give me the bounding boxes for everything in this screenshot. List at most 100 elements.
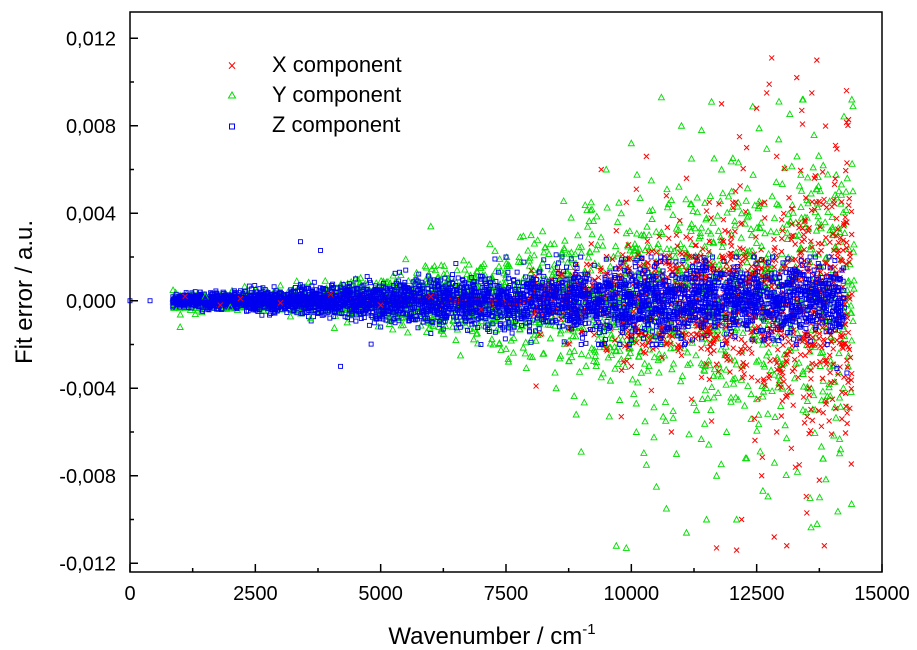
data-point (832, 170, 840, 178)
data-point (778, 235, 785, 242)
data-point (826, 418, 833, 424)
data-point (770, 458, 779, 466)
data-point (584, 351, 593, 359)
data-point (765, 341, 772, 348)
data-point (701, 198, 709, 206)
data-point (732, 228, 738, 235)
data-point (577, 248, 586, 256)
data-point (639, 341, 646, 348)
data-point (583, 206, 591, 214)
data-point (551, 368, 559, 376)
data-point (740, 165, 747, 172)
data-point (439, 329, 448, 337)
data-point (844, 364, 851, 370)
data-point (843, 174, 852, 182)
data-point (645, 362, 653, 369)
data-point (626, 246, 634, 254)
data-point (754, 377, 761, 384)
data-point (700, 419, 709, 427)
data-point (570, 392, 578, 399)
data-point (475, 282, 484, 290)
data-point (759, 392, 767, 400)
data-point (819, 161, 827, 169)
data-point (473, 267, 482, 275)
data-point (847, 499, 856, 507)
data-point (842, 206, 850, 213)
data-point (842, 390, 849, 397)
data-point (813, 519, 821, 527)
data-point (615, 396, 624, 403)
data-point (764, 409, 772, 417)
data-point (710, 365, 719, 373)
data-point (676, 377, 685, 385)
data-point (748, 350, 755, 357)
data-point (589, 357, 598, 364)
data-point (751, 201, 759, 209)
data-point (575, 367, 584, 375)
data-point (486, 339, 495, 347)
data-point (540, 248, 548, 256)
data-point (645, 259, 651, 266)
data-point (686, 253, 693, 260)
data-point (806, 494, 814, 501)
data-point (816, 330, 823, 337)
data-point (850, 284, 858, 292)
data-point (806, 347, 814, 355)
data-point (807, 523, 815, 531)
data-point (686, 359, 695, 367)
data-point (741, 340, 748, 347)
data-point (644, 366, 652, 374)
data-point (474, 339, 482, 347)
data-point (747, 415, 755, 422)
data-point (530, 239, 539, 247)
data-point (645, 230, 653, 238)
data-point (846, 195, 853, 202)
data-point (848, 208, 855, 215)
data-point (417, 321, 425, 329)
data-point (557, 326, 565, 334)
data-point (650, 433, 658, 441)
data-point (754, 336, 763, 344)
data-point (802, 352, 809, 359)
data-point (782, 351, 789, 358)
data-point (734, 395, 742, 403)
data-point (841, 374, 847, 380)
data-point (611, 242, 620, 250)
data-point (749, 170, 757, 178)
data-point (706, 376, 713, 383)
data-point (808, 375, 814, 382)
data-point (727, 393, 735, 401)
data-point (516, 233, 525, 241)
data-point (848, 280, 856, 288)
data-point (728, 234, 735, 240)
data-point (824, 170, 832, 178)
data-point (848, 385, 855, 392)
data-point (470, 323, 479, 331)
data-point (797, 170, 805, 178)
data-point (439, 270, 448, 278)
data-point (682, 195, 690, 203)
data-point (321, 276, 329, 284)
data-point (809, 391, 818, 399)
data-point (755, 124, 763, 132)
data-point (823, 204, 830, 211)
data-point (716, 364, 724, 372)
data-point (403, 328, 412, 336)
data-point (786, 110, 794, 117)
data-point (778, 179, 787, 187)
data-point (491, 267, 500, 275)
data-point (356, 273, 365, 281)
data-point (671, 252, 680, 260)
data-point (514, 269, 520, 275)
data-point (826, 352, 833, 359)
data-point (592, 245, 601, 253)
data-point (836, 228, 844, 236)
data-point (538, 227, 547, 235)
data-point (767, 358, 773, 364)
data-point (754, 420, 763, 428)
data-point (717, 372, 725, 380)
data-point (643, 222, 651, 230)
data-point (845, 202, 852, 209)
data-point (761, 316, 770, 324)
data-point (670, 246, 678, 254)
